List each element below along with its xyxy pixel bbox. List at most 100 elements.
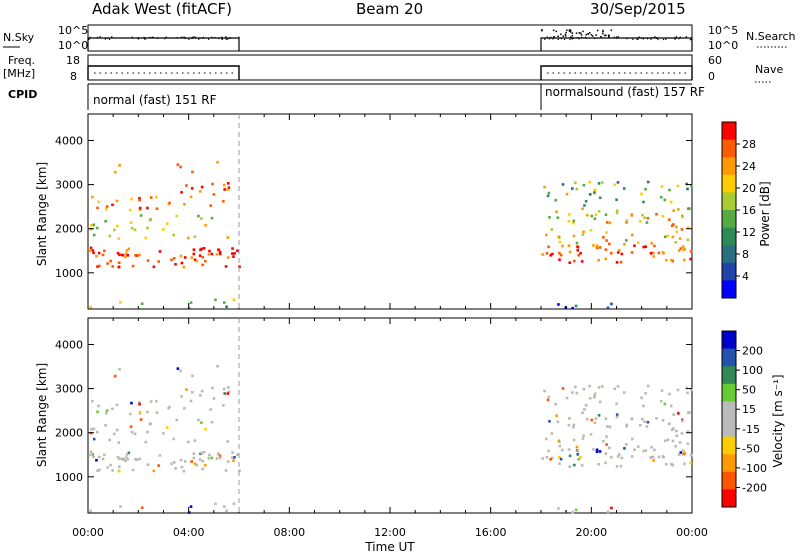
power-cell [689, 249, 693, 253]
power-cell [547, 191, 551, 195]
nsearch-point [602, 30, 604, 33]
velocity-cell [646, 384, 650, 388]
velocity-colorbar-label: Velocity [m s⁻¹] [771, 374, 785, 467]
velocity-cell [666, 438, 670, 442]
velocity-cell [226, 440, 230, 443]
power-cell [226, 188, 230, 191]
power-cell [663, 198, 667, 202]
power-cell [568, 261, 572, 264]
power-colorbar: 28 24 20 16 12 8 4 [721, 121, 756, 299]
power-cell [148, 218, 152, 222]
velocity-cell [127, 451, 131, 455]
nsearch-point [605, 34, 607, 37]
power-cell [186, 236, 190, 240]
velocity-cell [236, 453, 239, 457]
velocity-cell [543, 389, 546, 393]
nsky-point [227, 38, 229, 40]
velocity-cell [90, 427, 93, 431]
nsky-point [553, 36, 556, 38]
velocity-cell [604, 461, 607, 465]
colorbar-swatch [722, 454, 736, 473]
nsky-point [108, 38, 111, 40]
power-cell [105, 207, 108, 211]
velocity-cell [681, 419, 684, 423]
power-cell [557, 303, 560, 306]
power-cell [179, 254, 183, 258]
nsearch-point [608, 35, 610, 38]
nsky-point [674, 37, 676, 39]
velocity-cell [144, 440, 148, 444]
power-cell [95, 226, 99, 230]
colorbar-swatch [722, 280, 736, 299]
power-cell [606, 221, 609, 224]
power-cell [630, 213, 634, 216]
power-cell [226, 236, 230, 239]
nsky-point [650, 37, 652, 39]
velocity-cell [208, 453, 211, 457]
velocity-cell [606, 510, 610, 514]
power-cell [117, 237, 121, 240]
power-cell [92, 251, 95, 255]
velocity-cell [616, 455, 620, 458]
power-cell [210, 216, 214, 220]
power-cell [162, 228, 165, 231]
nsky-point [570, 36, 573, 39]
velocity-cell [585, 417, 589, 421]
nsky-point [137, 37, 140, 39]
nsky-point [149, 36, 151, 39]
velocity-cell [555, 414, 558, 418]
velocity-cell [577, 457, 581, 461]
velocity-cell [649, 455, 653, 459]
velocity-cell [558, 462, 561, 465]
velocity-cell [231, 451, 234, 454]
power-cell [216, 160, 219, 164]
velocity-cell [689, 453, 693, 457]
velocity-cell [557, 439, 561, 443]
velocity-cell [92, 427, 96, 431]
power-cell [189, 301, 193, 304]
power-cell [112, 228, 116, 232]
power-cell [231, 252, 234, 255]
velocity-cell [131, 468, 135, 472]
colorbar-tick-label: -200 [742, 481, 767, 494]
nsky-point [225, 38, 227, 40]
velocity-cell [89, 450, 93, 454]
velocity-cell [186, 440, 190, 444]
power-cell [227, 186, 231, 190]
power-cell [556, 216, 560, 220]
power-cell [233, 252, 236, 255]
power-cell [134, 254, 137, 257]
velocity-cell [583, 408, 586, 411]
velocity-cell [572, 425, 575, 429]
velocity-cell [652, 459, 655, 462]
nsearch-point [571, 34, 574, 37]
nsearch-point [610, 29, 613, 32]
velocity-cell [214, 502, 217, 506]
power-cell [207, 253, 211, 256]
power-scatter-cells [88, 160, 693, 310]
power-cell [644, 187, 647, 191]
power-cell [581, 233, 585, 236]
velocity-cell [685, 386, 688, 390]
velocity-cell [172, 461, 176, 464]
power-cell [568, 250, 572, 254]
velocity-cell [597, 414, 601, 417]
power-cell [218, 252, 222, 256]
power-cell [568, 213, 571, 216]
power-cell [225, 305, 228, 309]
power-cell [572, 234, 576, 238]
velocity-cell [592, 448, 595, 451]
nsky-point [546, 36, 548, 38]
nsearch-point [564, 35, 567, 37]
power-cell [214, 298, 217, 302]
velocity-cell [631, 437, 634, 441]
power-cell [128, 208, 132, 212]
power-cell [192, 252, 196, 256]
power-cell [678, 237, 682, 240]
nsearch-point [589, 32, 591, 34]
power-cell [183, 203, 186, 206]
velocity-cell [597, 463, 600, 466]
power-cell [226, 182, 230, 185]
power-cell [222, 200, 225, 203]
